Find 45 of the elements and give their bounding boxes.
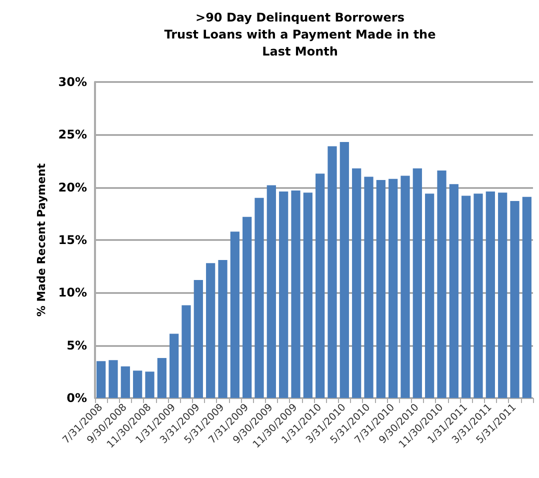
y-axis-title: % Made Recent Payment <box>35 163 48 317</box>
bar <box>242 216 252 398</box>
y-tick-label: 30% <box>58 75 87 89</box>
bar <box>462 196 471 398</box>
y-tick-label: 20% <box>58 180 87 194</box>
bar <box>486 192 495 398</box>
bar <box>133 370 142 398</box>
bar <box>303 192 312 398</box>
bar <box>340 142 349 398</box>
bar <box>108 360 118 398</box>
bar <box>388 178 398 398</box>
bar <box>145 372 154 398</box>
bar <box>474 194 483 398</box>
bar <box>437 170 446 398</box>
bar <box>218 260 228 398</box>
bar <box>352 168 362 398</box>
chart-title: >90 Day Delinquent Borrowers Trust Loans with a Payment Made in the Last Month <box>164 10 436 58</box>
y-tick-label: 15% <box>58 233 87 247</box>
bar <box>266 185 276 398</box>
bar <box>230 232 240 398</box>
bar <box>510 201 520 398</box>
y-tick-label: 10% <box>58 286 87 300</box>
bar <box>120 366 130 398</box>
bar <box>412 168 422 398</box>
bar <box>425 194 434 398</box>
bar <box>364 176 374 398</box>
bar <box>96 361 106 398</box>
y-tick-label: 0% <box>66 391 87 405</box>
bar <box>522 196 532 398</box>
bar <box>254 198 264 398</box>
bar <box>328 146 337 398</box>
bar <box>170 334 179 398</box>
bar <box>157 358 166 398</box>
bar <box>400 176 410 398</box>
bar <box>449 184 458 398</box>
bar <box>376 180 386 398</box>
y-tick-label: 5% <box>66 338 87 352</box>
y-tick-label: 25% <box>58 128 87 142</box>
bar <box>316 174 325 398</box>
bar <box>498 192 508 398</box>
bar <box>291 190 300 398</box>
bar <box>206 263 216 398</box>
bar <box>279 192 288 398</box>
bar <box>194 280 203 398</box>
bar <box>182 305 191 398</box>
